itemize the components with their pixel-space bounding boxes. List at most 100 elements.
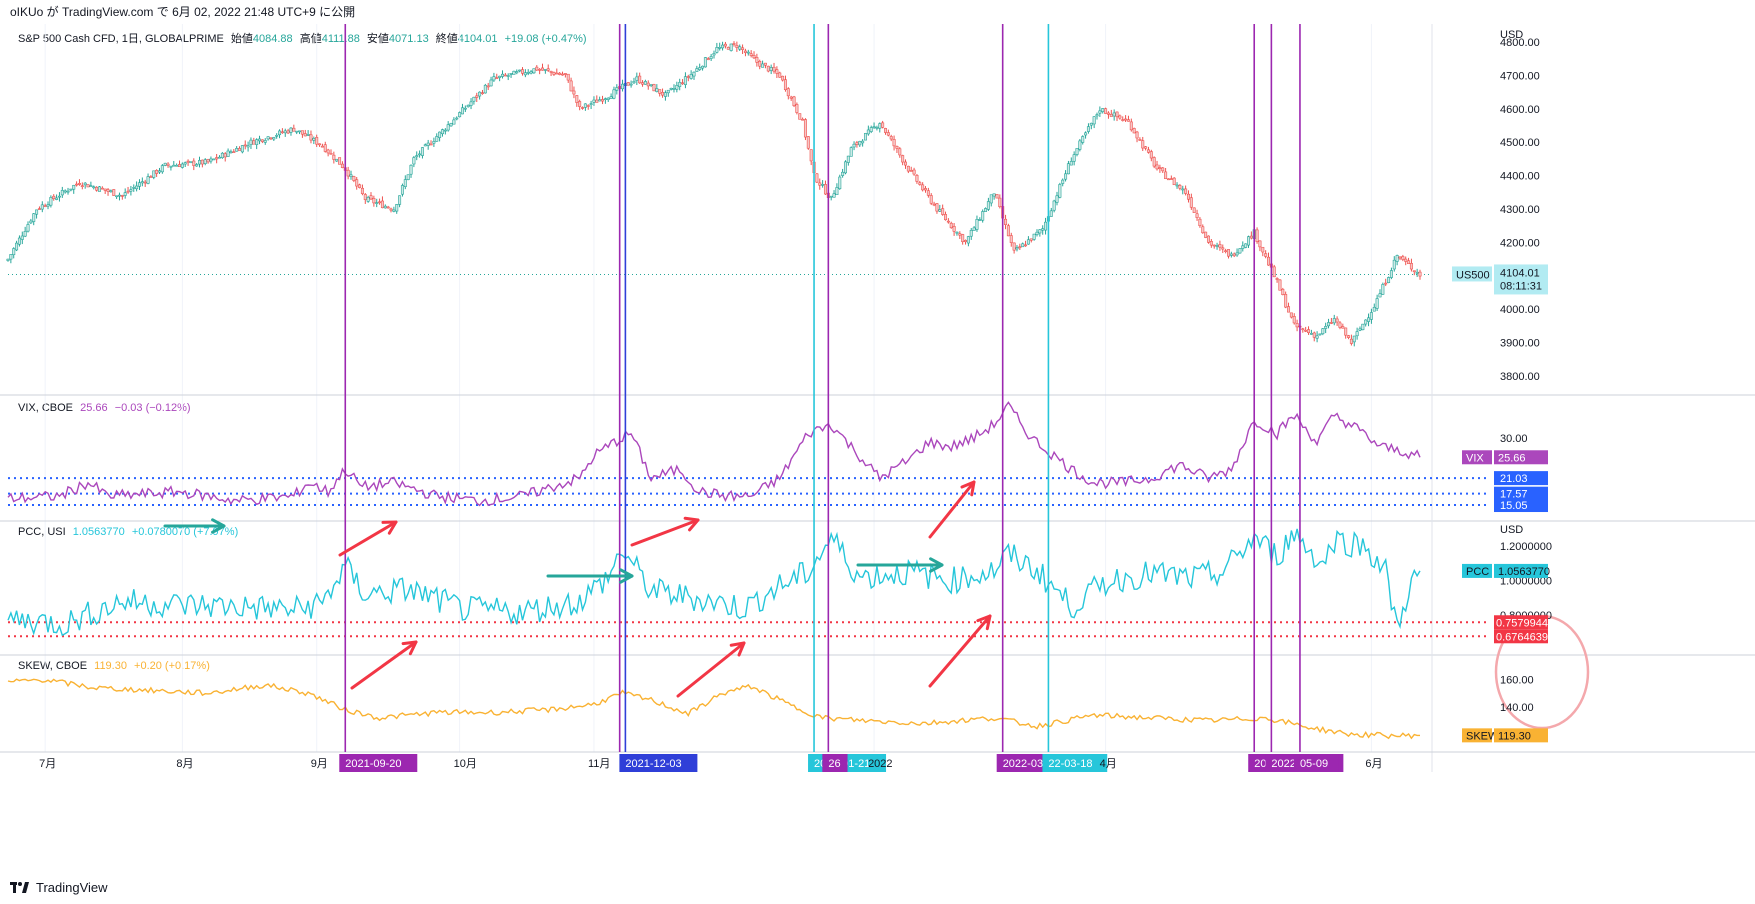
red-arrow-shaft	[928, 614, 992, 688]
candle-body	[137, 182, 141, 187]
candle-body	[1309, 333, 1313, 335]
vix-change: −0.03 (−0.12%)	[114, 402, 191, 414]
candle-body	[546, 68, 550, 71]
candle	[206, 158, 210, 164]
candle	[969, 228, 973, 240]
marker-date-label: 20	[1254, 758, 1266, 770]
candle-body	[1198, 218, 1202, 227]
candle-body	[157, 170, 161, 173]
candle	[772, 62, 776, 74]
vix-level-tag	[1494, 486, 1548, 501]
candle-body	[429, 143, 433, 146]
time-tick-label: 8月	[176, 758, 193, 770]
candle-body	[1218, 244, 1222, 248]
candle-body	[1358, 328, 1362, 331]
candle	[1201, 224, 1205, 234]
candle	[775, 66, 779, 78]
candle	[295, 130, 299, 135]
candle	[778, 71, 782, 78]
candle-body	[1292, 316, 1296, 324]
candle	[872, 122, 876, 129]
vix-level-value: 17.57	[1500, 489, 1528, 501]
candle	[1095, 112, 1099, 120]
price-tag-box	[1494, 264, 1548, 295]
candle	[1304, 326, 1308, 333]
candle	[1101, 108, 1105, 114]
candle-body	[1241, 245, 1245, 249]
candle	[126, 186, 130, 194]
vix-tag-label: VIX	[1466, 452, 1484, 464]
red-arrow	[350, 640, 418, 690]
vix-tag-value: 25.66	[1498, 452, 1526, 464]
candle	[392, 206, 396, 213]
candle	[655, 84, 659, 93]
candle	[15, 240, 19, 252]
candle-body	[743, 50, 747, 53]
candle	[861, 139, 865, 147]
skew-change: +0.20 (+0.17%)	[134, 660, 210, 672]
candle	[1041, 225, 1045, 235]
candle-body	[989, 194, 993, 204]
price-tick-label: 4500.00	[1500, 137, 1540, 149]
candle	[97, 186, 101, 192]
publisher-header: oIKUo が TradingView.com で 6月 02, 2022 21…	[0, 0, 1755, 24]
pcc-tag-label-box	[1462, 563, 1492, 578]
candle-body	[655, 88, 659, 93]
candle-body	[984, 208, 988, 212]
candle-body	[958, 233, 962, 236]
candle-body	[575, 95, 579, 103]
candle	[143, 179, 147, 187]
vix-level-value: 21.03	[1500, 473, 1528, 485]
candle-body	[75, 183, 79, 186]
candle-body	[332, 154, 336, 160]
candle-body	[1329, 322, 1333, 324]
tradingview-logo-icon	[10, 881, 29, 893]
candle-body	[758, 61, 762, 67]
candle-body	[1129, 121, 1133, 131]
candle	[1078, 138, 1082, 152]
chart-canvas[interactable]: 2021-09-202021-12-032022-01-21262022-03-…	[0, 0, 1755, 876]
candle	[409, 164, 413, 178]
candle	[278, 129, 282, 139]
pcc-change: +0.0780070 (+7.97%)	[131, 526, 239, 538]
candle	[1258, 240, 1262, 252]
candle	[586, 104, 590, 110]
candle-body	[1349, 338, 1353, 344]
candle	[1226, 249, 1230, 259]
candle	[1052, 199, 1056, 213]
candle	[1369, 308, 1373, 324]
candle-body	[635, 76, 639, 81]
candle	[1075, 148, 1079, 157]
candle	[566, 73, 570, 83]
candle-body	[1229, 253, 1233, 256]
candle	[129, 185, 133, 196]
candle	[603, 97, 607, 104]
candle-body	[692, 71, 696, 77]
candle	[1138, 137, 1142, 141]
candle	[215, 153, 219, 164]
candle	[924, 186, 928, 193]
candle-body	[1061, 179, 1065, 184]
candle-body	[841, 171, 845, 176]
candle	[1184, 185, 1188, 196]
candle-body	[518, 69, 522, 72]
candle-body	[1009, 235, 1013, 243]
candle	[418, 150, 422, 158]
candle-body	[1144, 146, 1148, 149]
candle-body	[924, 188, 928, 191]
price-tick-label: 4700.00	[1500, 70, 1540, 82]
candle	[363, 193, 367, 204]
candle-body	[1021, 243, 1025, 248]
candle	[898, 147, 902, 158]
candle	[941, 204, 945, 216]
candle-body	[918, 182, 922, 185]
candle-body	[198, 160, 202, 165]
candle	[475, 92, 479, 102]
red-arrow-head	[683, 516, 700, 532]
candle-body	[863, 133, 867, 141]
candle	[43, 203, 47, 208]
candle	[815, 173, 819, 183]
publisher-text: oIKUo が TradingView.com で 6月 02, 2022 21…	[10, 5, 356, 19]
marker-date-label: 26	[828, 758, 840, 770]
candle	[629, 80, 633, 88]
